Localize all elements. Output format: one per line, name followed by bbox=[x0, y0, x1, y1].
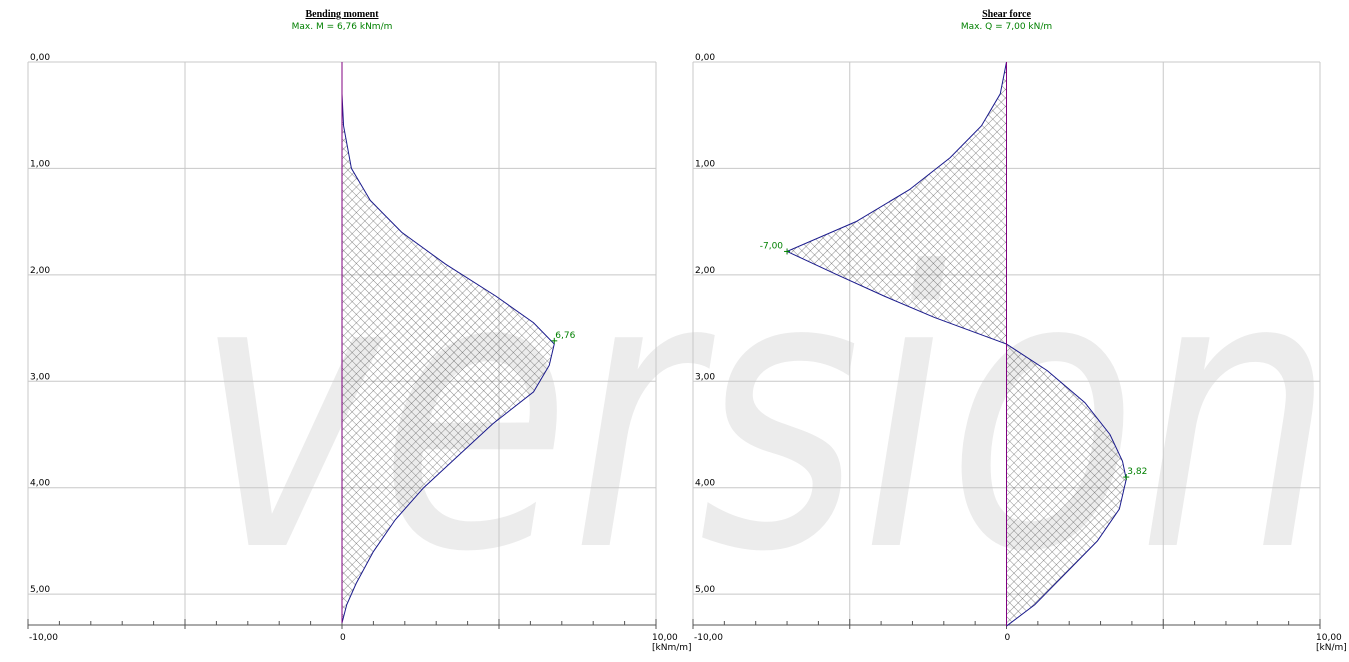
x-tick-label: 10,00 bbox=[652, 633, 678, 643]
chart-title: Bending moment bbox=[305, 9, 379, 20]
chart-subtitle: Max. Q = 7,00 kN/m bbox=[961, 22, 1052, 32]
y-tick-label: 0,00 bbox=[30, 53, 50, 63]
y-tick-label: 1,00 bbox=[695, 159, 715, 169]
y-tick-label: 2,00 bbox=[695, 266, 715, 276]
annotation-label: 6,76 bbox=[555, 331, 575, 341]
x-tick-label: -10,00 bbox=[29, 633, 58, 643]
annotation-label: 3,82 bbox=[1127, 467, 1147, 477]
y-tick-label: 3,00 bbox=[695, 372, 715, 382]
chart-title: Shear force bbox=[982, 9, 1031, 20]
y-tick-label: 4,00 bbox=[30, 479, 50, 489]
x-axis-label: [kN/m] bbox=[1316, 643, 1347, 653]
x-tick-label: 10,00 bbox=[1316, 633, 1342, 643]
x-tick-label: -10,00 bbox=[694, 633, 723, 643]
hatched-area bbox=[787, 62, 1127, 627]
y-tick-label: 5,00 bbox=[30, 585, 50, 595]
x-tick-label: 0 bbox=[1005, 633, 1011, 643]
y-tick-label: 2,00 bbox=[30, 266, 50, 276]
y-tick-label: 5,00 bbox=[695, 585, 715, 595]
y-tick-label: 3,00 bbox=[30, 372, 50, 382]
annotation-label: -7,00 bbox=[760, 241, 784, 251]
y-tick-label: 0,00 bbox=[695, 53, 715, 63]
x-axis-label: [kNm/m] bbox=[652, 643, 692, 653]
y-tick-label: 1,00 bbox=[30, 159, 50, 169]
x-tick-label: 0 bbox=[340, 633, 346, 643]
chart-subtitle: Max. M = 6,76 kNm/m bbox=[292, 22, 393, 32]
y-tick-label: 4,00 bbox=[695, 479, 715, 489]
curve bbox=[341, 93, 555, 623]
